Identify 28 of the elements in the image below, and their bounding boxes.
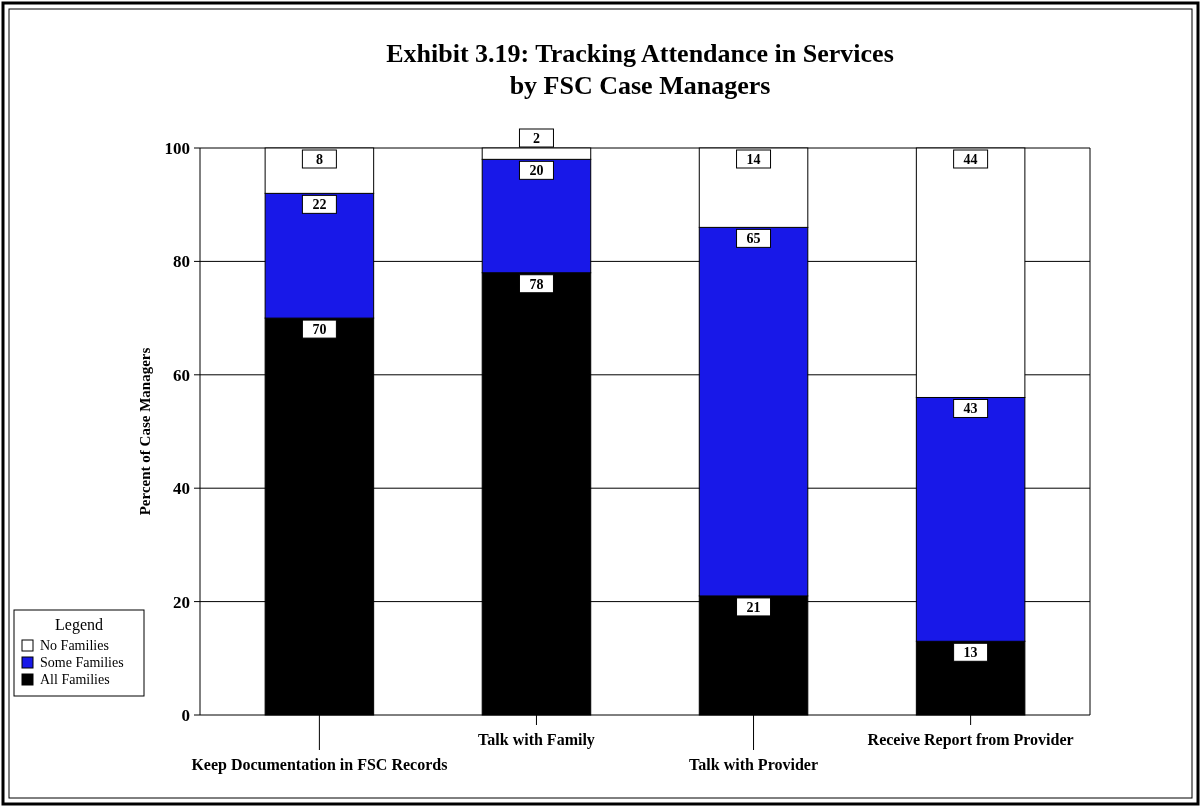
data-label: 22 <box>312 197 327 213</box>
y-tick-label: 40 <box>173 479 190 499</box>
chart-title: Exhibit 3.19: Tracking Attendance in Services by FSC Case Managers <box>386 39 894 100</box>
y-tick-label: 0 <box>181 706 190 725</box>
data-label: 43 <box>963 401 978 417</box>
data-label: 78 <box>529 276 544 292</box>
legend-label: No Families <box>40 638 109 653</box>
data-label: 13 <box>963 645 978 661</box>
legend-label: All Families <box>40 672 110 687</box>
data-label: 70 <box>312 322 327 338</box>
y-tick-label: 60 <box>173 365 190 385</box>
x-tick-label: Receive Report from Provider <box>867 731 1074 749</box>
data-label: 65 <box>746 231 761 247</box>
y-tick-label: 20 <box>173 592 190 612</box>
x-tick-label: Keep Documentation in FSC Records <box>191 756 448 774</box>
data-label: 2 <box>532 131 540 146</box>
data-label: 14 <box>746 152 761 167</box>
x-tick-label: Talk with Family <box>478 731 595 749</box>
y-tick-label: 80 <box>173 252 190 272</box>
legend-label: Some Families <box>40 655 124 670</box>
data-label: 44 <box>963 152 978 167</box>
legend-title: Legend <box>55 616 103 634</box>
data-label: 8 <box>315 152 323 167</box>
y-tick-label: 100 <box>164 139 190 158</box>
y-axis-title: Percent of Case Managers <box>137 347 153 516</box>
data-label: 21 <box>746 599 761 615</box>
data-label: 20 <box>529 163 544 179</box>
x-tick-label: Talk with Provider <box>689 756 818 773</box>
